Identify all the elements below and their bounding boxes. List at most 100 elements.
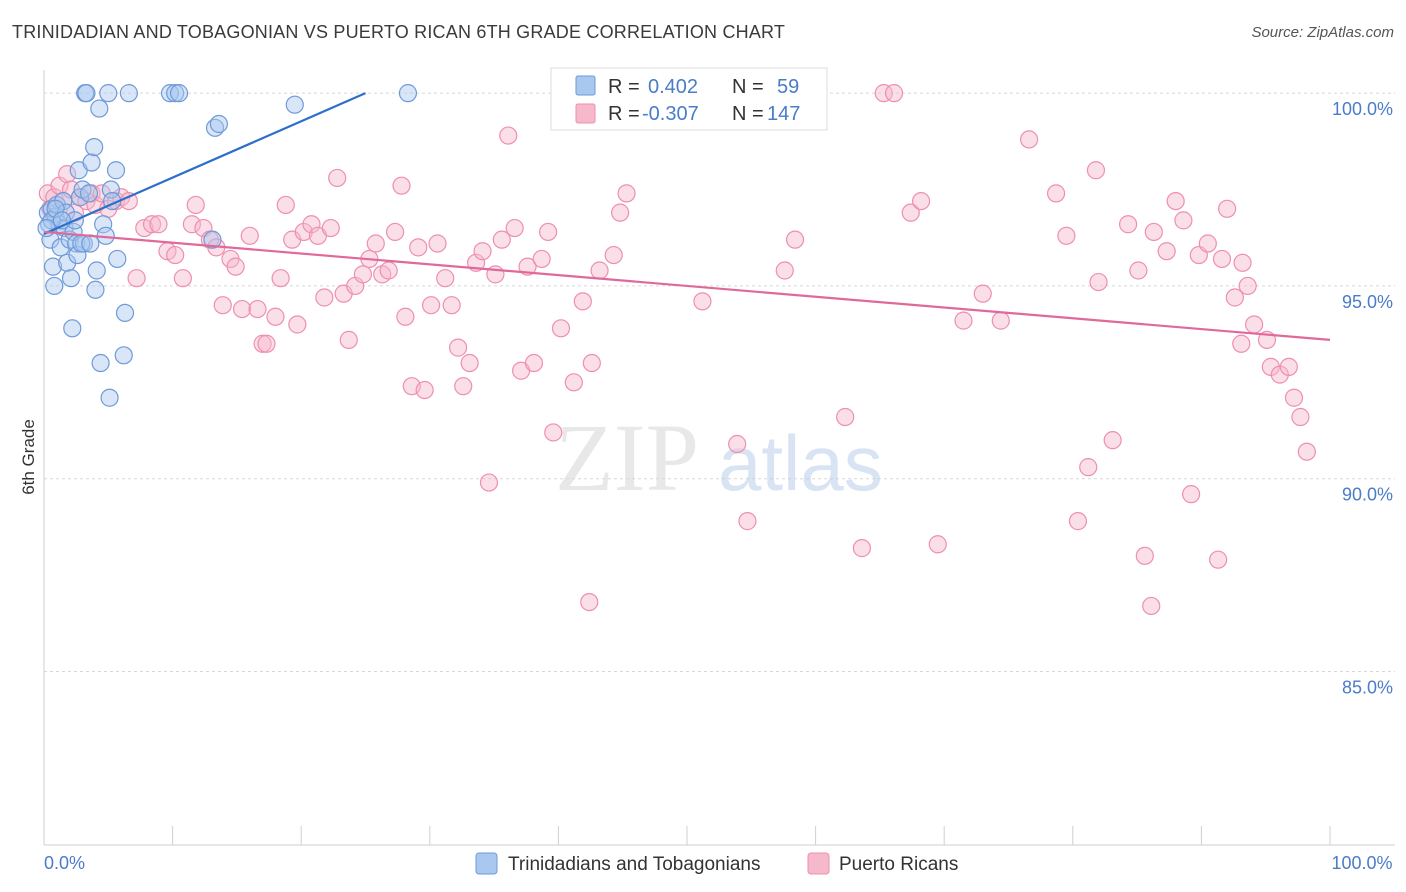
puerto-rican-point: [1103, 431, 1122, 450]
puerto-rican-point: [396, 307, 415, 326]
x-ticks: [43, 826, 1331, 845]
puerto-rican-point: [611, 203, 630, 222]
puerto-rican-point: [505, 218, 524, 238]
puerto-rican-point: [492, 230, 511, 249]
trinidadian-point: [166, 84, 185, 103]
puerto-rican-point: [257, 334, 276, 353]
puerto-rican-point: [1279, 357, 1298, 376]
puerto-rican-point: [1209, 550, 1228, 569]
puerto-rican-point: [1245, 315, 1264, 334]
gridlines: [44, 92, 1395, 672]
puerto-rican-point: [409, 238, 428, 257]
puerto-rican-point: [302, 215, 321, 234]
puerto-rican-point: [385, 222, 405, 242]
legend-label-puerto-ricans[interactable]: Puerto Ricans: [839, 854, 958, 875]
trinidadian-point: [63, 319, 82, 338]
puerto-rican-point: [693, 292, 712, 311]
puerto-rican-point: [590, 261, 609, 280]
legend-swatch-trinidadians[interactable]: [475, 852, 498, 875]
puerto-rican-point: [1144, 222, 1163, 242]
puerto-rican-point: [253, 334, 272, 353]
trinidadian-point: [81, 234, 100, 253]
puerto-rican-point: [604, 245, 623, 265]
puerto-rican-point: [518, 257, 537, 276]
puerto-rican-point: [240, 226, 259, 245]
puerto-rican-point: [436, 269, 455, 288]
legend-swatch-puerto-ricans[interactable]: [807, 852, 830, 875]
y-tick-labels: 100.0% 95.0% 90.0% 85.0%: [1332, 99, 1393, 697]
puerto-rican-point: [479, 473, 499, 492]
puerto-rican-point: [1182, 485, 1201, 504]
legend-swatch-blue: [575, 75, 596, 96]
y-tick-label: 85.0%: [1342, 677, 1393, 697]
trinidadian-point: [209, 114, 228, 134]
puerto-rican-point: [1238, 276, 1257, 296]
puerto-rican-point: [149, 215, 168, 234]
puerto-rican-point: [182, 215, 201, 234]
trinidadian-point: [43, 257, 63, 276]
trinidadian-point: [169, 84, 189, 103]
stats-r-label-2: R =: [608, 103, 640, 125]
puerto-rican-point: [1068, 512, 1088, 531]
puerto-rican-point: [1284, 388, 1304, 407]
puerto-rican-point: [884, 84, 904, 103]
puerto-rican-point: [852, 539, 871, 558]
trinidadian-point: [68, 245, 87, 265]
trinidadian-point: [119, 84, 138, 103]
puerto-rican-point: [582, 353, 601, 373]
puerto-rican-point: [775, 261, 794, 280]
bottom-legend: Trinidadians and Tobagonians Puerto Rica…: [475, 852, 958, 875]
puerto-rican-point: [544, 423, 563, 442]
trinidadian-point: [77, 84, 96, 103]
puerto-rican-point: [166, 245, 185, 265]
puerto-rican-point: [288, 315, 307, 334]
puerto-rican-point: [186, 195, 205, 215]
puerto-rican-point: [564, 373, 583, 392]
puerto-rican-point: [1225, 288, 1244, 307]
puerto-rican-point: [1118, 215, 1138, 234]
puerto-rican-point: [1166, 191, 1185, 211]
source-label: Source: ZipAtlas.com: [1251, 24, 1394, 41]
puerto-rican-trend-line: [43, 230, 1331, 341]
y-axis-label: 6th Grade: [19, 419, 38, 495]
puerto-rican-point: [392, 176, 411, 195]
puerto-rican-point: [321, 218, 340, 238]
y-tick-label: 100.0%: [1332, 99, 1393, 119]
puerto-rican-point: [92, 184, 111, 203]
puerto-rican-point: [911, 191, 931, 211]
puerto-rican-point: [539, 222, 558, 242]
puerto-rican-point: [173, 269, 192, 288]
trinidadian-point: [94, 215, 113, 234]
y-tick-label: 95.0%: [1342, 292, 1393, 312]
stats-legend: R = 0.402 N = 59 R = -0.307 N = 147: [550, 67, 828, 131]
stats-r-value-2: -0.307: [642, 103, 699, 125]
puerto-rican-point: [1142, 596, 1161, 616]
trinidadian-point: [79, 184, 99, 203]
trinidadian-point: [99, 84, 118, 103]
puerto-rican-point: [1135, 546, 1154, 565]
puerto-rican-point: [728, 434, 747, 454]
puerto-rican-point: [1291, 407, 1310, 427]
puerto-rican-point: [785, 230, 805, 249]
puerto-rican-point: [328, 168, 347, 188]
puerto-rican-point: [315, 288, 334, 307]
trinidadian-point: [87, 261, 106, 280]
puerto-rican-point: [266, 307, 285, 326]
puerto-rican-point: [276, 195, 295, 215]
trinidadian-point: [46, 199, 65, 218]
watermark-zip: ZIP: [555, 404, 699, 511]
stats-n-label-2: N =: [732, 103, 764, 125]
trinidadian-point: [106, 161, 126, 180]
puerto-rican-point: [532, 249, 551, 269]
puerto-rican-point: [1232, 334, 1251, 353]
puerto-rican-point: [428, 234, 447, 253]
puerto-rican-point: [1129, 261, 1148, 280]
trinidadian-point: [101, 180, 120, 199]
puerto-rican-point: [442, 296, 461, 315]
puerto-rican-point: [454, 377, 473, 396]
puerto-rican-point: [366, 234, 385, 253]
puerto-rican-point: [448, 338, 468, 357]
legend-label-trinidadians[interactable]: Trinidadians and Tobagonians: [508, 854, 760, 875]
stats-n-value-1: 59: [777, 76, 799, 98]
